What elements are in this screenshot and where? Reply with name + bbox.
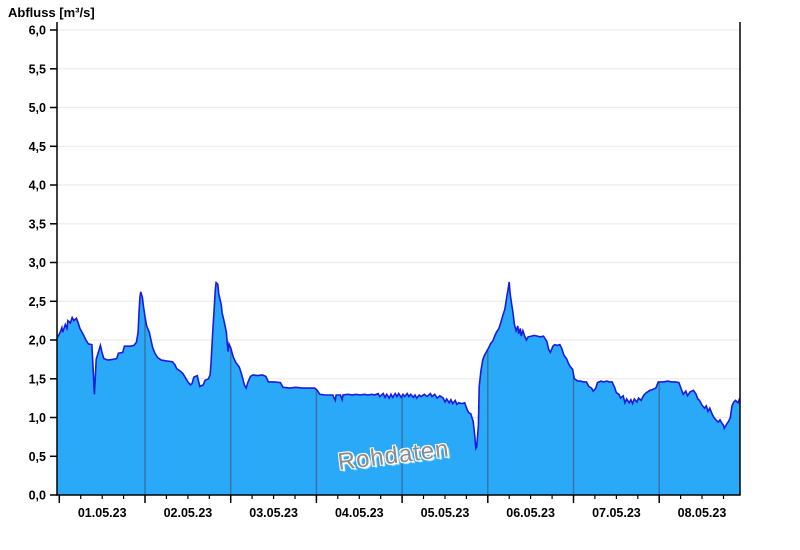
y-tick-label: 2,0 — [29, 334, 46, 348]
x-tick-label: 07.05.23 — [592, 506, 641, 520]
y-tick-label: 5,5 — [29, 62, 46, 76]
x-tick-label: 08.05.23 — [678, 506, 727, 520]
y-tick-label: 3,5 — [29, 217, 46, 231]
area-fill — [57, 281, 740, 495]
y-tick-label: 4,0 — [29, 179, 46, 193]
x-tick-label: 02.05.23 — [164, 506, 213, 520]
y-tick-label: 0,0 — [29, 489, 46, 503]
x-tick-label: 06.05.23 — [506, 506, 555, 520]
y-tick-label: 6,0 — [29, 24, 46, 38]
x-tick-label: 01.05.23 — [78, 506, 127, 520]
y-tick-label: 2,5 — [29, 295, 46, 309]
x-tick-label: 03.05.23 — [249, 506, 298, 520]
y-tick-label: 5,0 — [29, 101, 46, 115]
chart-title: Abfluss [m³/s] — [8, 5, 95, 20]
y-tick-label: 1,0 — [29, 411, 46, 425]
y-tick-label: 4,5 — [29, 140, 46, 154]
y-tick-label: 1,5 — [29, 372, 46, 386]
y-tick-label: 0,5 — [29, 450, 46, 464]
x-tick-label: 04.05.23 — [335, 506, 384, 520]
x-tick-label: 05.05.23 — [421, 506, 470, 520]
data-line — [56, 280, 741, 452]
y-tick-label: 3,0 — [29, 256, 46, 270]
